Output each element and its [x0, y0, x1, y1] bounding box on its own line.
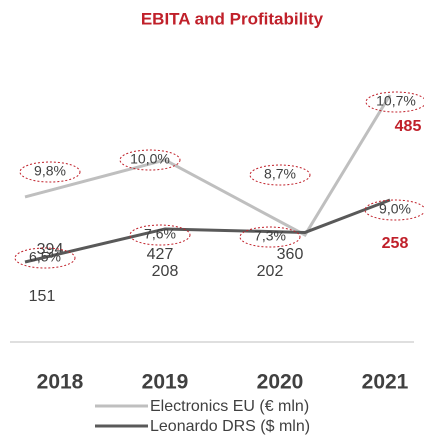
- series-line: [24, 94, 392, 237]
- annotation: 7,6%: [144, 226, 176, 242]
- annotation-ellipse: [239, 226, 301, 248]
- chart-title: EBITA and Profitability: [141, 9, 324, 28]
- value-label: 151: [29, 288, 56, 305]
- annotation: 9,0%: [379, 201, 411, 217]
- annotation: 7,3%: [254, 228, 286, 244]
- annotation-ellipse: [19, 161, 81, 183]
- annotation: 8,7%: [264, 166, 296, 182]
- x-tick-label: 2019: [142, 371, 189, 394]
- legend-label: Electronics EU (€ mln): [150, 398, 309, 415]
- x-tick-label: 2020: [257, 371, 304, 394]
- legend-label: Leonardo DRS ($ mln): [150, 418, 310, 435]
- annotation-ellipse: [365, 91, 424, 113]
- x-tick-label: 2018: [37, 371, 84, 394]
- value-label: 258: [382, 235, 409, 252]
- annotation-ellipse: [249, 164, 311, 186]
- annotation-ellipse: [119, 149, 181, 171]
- value-label: 427: [147, 246, 174, 263]
- series-line: [24, 198, 391, 264]
- annotation: 6,5%: [29, 249, 61, 265]
- annotation: 10,7%: [376, 93, 416, 109]
- x-tick-label: 2021: [362, 371, 409, 394]
- annotation: 10,0%: [130, 151, 170, 167]
- annotation-ellipse: [129, 224, 191, 246]
- annotation: 9,8%: [34, 163, 66, 179]
- value-label: 202: [257, 263, 284, 280]
- value-label: 360: [277, 246, 304, 263]
- annotation-ellipse: [14, 247, 76, 269]
- annotation-ellipse: [364, 199, 424, 221]
- value-label: 485: [395, 118, 422, 135]
- value-label: 208: [152, 263, 179, 280]
